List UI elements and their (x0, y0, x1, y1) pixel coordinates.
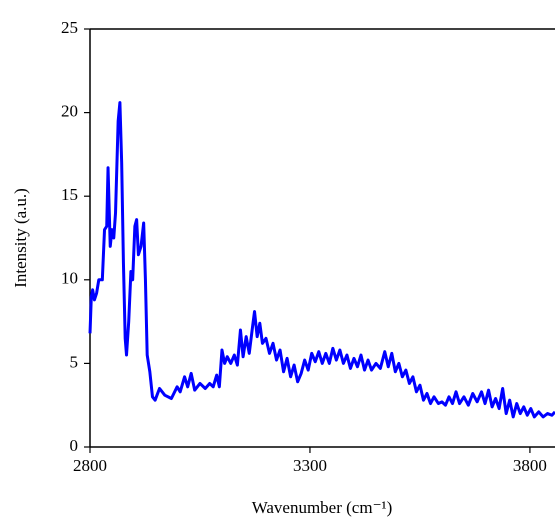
x-tick-label: 3800 (513, 456, 547, 475)
y-tick-label: 15 (61, 185, 78, 204)
y-axis-label: Intensity (a.u.) (11, 188, 30, 288)
y-tick-label: 25 (61, 18, 78, 37)
x-tick-label: 2800 (73, 456, 107, 475)
x-tick-label: 3300 (293, 456, 327, 475)
y-tick-label: 10 (61, 269, 78, 288)
y-tick-label: 20 (61, 102, 78, 121)
spectrum-line (88, 101, 555, 419)
y-tick-label: 0 (70, 436, 79, 455)
y-tick-label: 5 (70, 352, 79, 371)
x-axis-label: Wavenumber (cm⁻¹) (252, 498, 393, 517)
